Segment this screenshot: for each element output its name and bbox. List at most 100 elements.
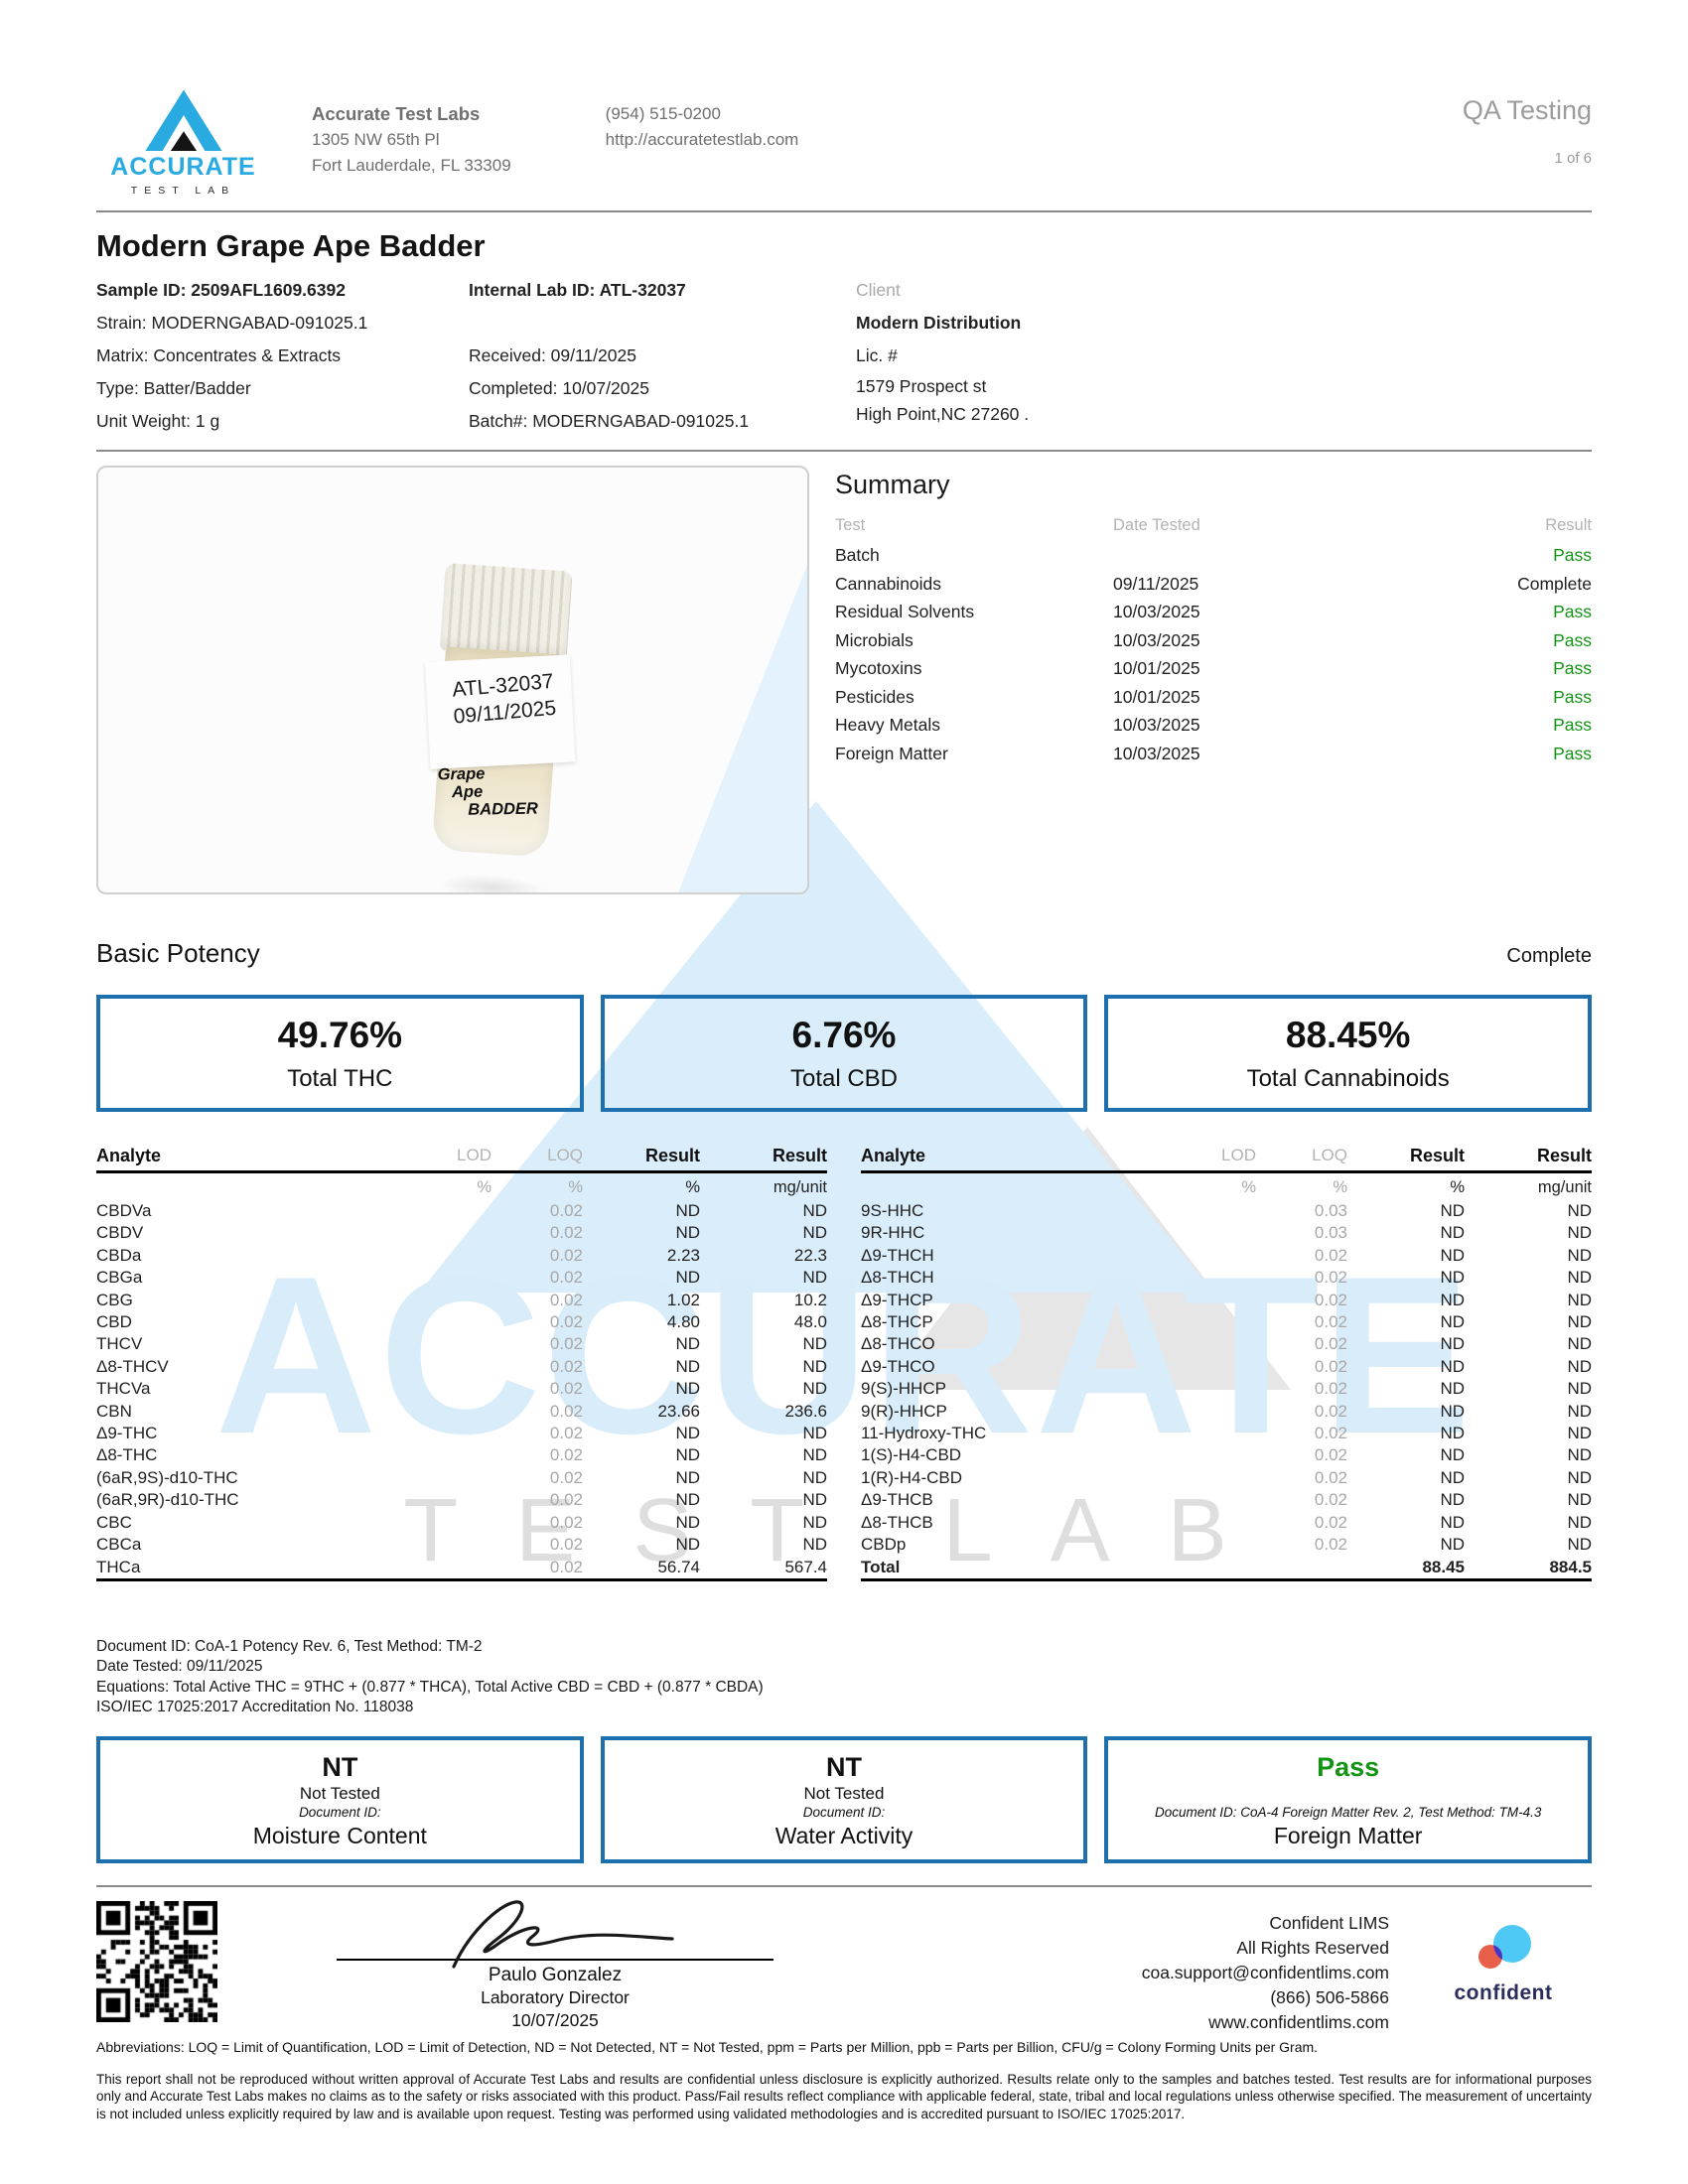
signatory-title: Laboratory Director	[481, 1986, 630, 2007]
accurate-triangle-icon	[144, 89, 222, 151]
signature-block: Paulo Gonzalez Laboratory Director 10/07…	[272, 1900, 838, 2032]
analyte-name: Δ8-THCH	[861, 1268, 934, 1288]
analyte-lod	[1177, 1423, 1256, 1444]
analyte-row: (6aR,9S)-d10-THC 0.02 ND ND	[96, 1467, 827, 1489]
analyte-name: Δ8-THCV	[96, 1356, 169, 1376]
test-result-sub: Not Tested	[299, 1783, 380, 1803]
analyte-name: Δ8-THCO	[861, 1334, 935, 1354]
analyte-row: Δ9-THCO 0.02 ND ND	[861, 1356, 1592, 1378]
analyte-result-pct: 23.66	[657, 1401, 700, 1421]
sample-info-col1: Sample ID: 2509AFL1609.6392 Strain: MODE…	[96, 274, 469, 438]
analyte-name: Δ9-THC	[96, 1424, 158, 1443]
unit-loq: %	[1333, 1178, 1347, 1196]
analyte-name: THCVa	[96, 1379, 151, 1399]
client-name: Modern Distribution	[856, 313, 1022, 333]
summary-test-name: Mycotoxins	[835, 658, 922, 678]
analyte-result-pct: ND	[675, 1334, 700, 1354]
unit-loq: %	[568, 1178, 583, 1196]
table-body-right: 9S-HHC 0.03 ND ND 9R-HHC 0.03 ND ND	[861, 1200, 1592, 1581]
analyte-lod	[1177, 1534, 1256, 1556]
footer: Paulo Gonzalez Laboratory Director 10/07…	[96, 1900, 1592, 2035]
analyte-lod	[412, 1311, 492, 1333]
page-title: Modern Grape Ape Badder	[96, 228, 486, 263]
col-analyte: Analyte	[96, 1146, 162, 1165]
analyte-name: CBC	[96, 1512, 132, 1532]
analyte-result-pct: ND	[1440, 1379, 1465, 1399]
analyte-loq: 0.02	[1314, 1512, 1347, 1532]
units-row-right: % % % mg/unit	[861, 1173, 1592, 1200]
vial-cap	[439, 562, 573, 659]
analyte-loq: 0.02	[1314, 1268, 1347, 1288]
analyte-result-mg: 10.2	[793, 1290, 827, 1309]
analyte-name: 9(S)-HHCP	[861, 1379, 946, 1399]
analyte-loq: 0.02	[1314, 1312, 1347, 1332]
summary-result-value: Pass	[1553, 743, 1592, 763]
summary-date-tested: 10/03/2025	[1113, 743, 1200, 763]
analyte-row: CBCa 0.02 ND ND	[96, 1534, 827, 1556]
test-result-box: NT Not Tested Document ID: Moisture Cont…	[96, 1735, 584, 1863]
analyte-loq: 0.02	[1314, 1401, 1347, 1421]
lims-email[interactable]: coa.support@confidentlims.com	[1141, 1962, 1389, 1982]
analyte-result-pct: ND	[675, 1356, 700, 1376]
potency-box: 88.45% Total Cannabinoids	[1104, 995, 1592, 1112]
summary-date-tested	[1113, 541, 1421, 570]
analyte-loq: 0.02	[1314, 1356, 1347, 1376]
analyte-lod	[1177, 1311, 1256, 1333]
signature-line	[337, 1958, 774, 1961]
analyte-name: Δ9-THCO	[861, 1356, 935, 1376]
lims-rights: All Rights Reserved	[1236, 1937, 1389, 1958]
summary-test-name: Cannabinoids	[835, 573, 942, 594]
analyte-loq: 0.02	[1314, 1290, 1347, 1309]
test-result-value: NT	[322, 1751, 358, 1782]
summary-col-test: Test	[835, 516, 866, 534]
potency-label: Total CBD	[789, 1064, 899, 1092]
analyte-result-pct: ND	[1440, 1223, 1465, 1243]
document-info: Document ID: CoA-1 Potency Rev. 6, Test …	[96, 1637, 1592, 1718]
analyte-result-pct: ND	[675, 1424, 700, 1443]
confident-logo-text: confident	[1454, 1980, 1553, 2004]
col-result-pct: Result	[1409, 1146, 1465, 1165]
analyte-loq: 0.02	[549, 1424, 583, 1443]
analyte-name: CBGa	[96, 1268, 143, 1288]
analyte-result-pct: ND	[1440, 1201, 1465, 1220]
analyte-lod	[1177, 1467, 1256, 1489]
analyte-name: Δ8-THCP	[861, 1312, 933, 1332]
summary-result-value: Pass	[1553, 629, 1592, 650]
analyte-result-mg: ND	[802, 1268, 827, 1288]
analyte-lod	[1177, 1333, 1256, 1355]
analyte-result-pct: ND	[675, 1445, 700, 1465]
summary-date-tested: 10/03/2025	[1113, 629, 1200, 650]
lab-address-2: Fort Lauderdale, FL 33309	[312, 156, 511, 175]
analyte-row: (6aR,9R)-d10-THC 0.02 ND ND	[96, 1489, 827, 1511]
lab-website[interactable]: http://accuratetestlab.com	[605, 130, 799, 149]
summary-result-value: Pass	[1553, 658, 1592, 678]
analyte-loq: 0.02	[549, 1535, 583, 1555]
analyte-lod	[412, 1378, 492, 1400]
summary-heading: Summary	[835, 470, 950, 499]
summary-date-tested: 10/03/2025	[1113, 715, 1200, 735]
analyte-lod	[412, 1222, 492, 1244]
analyte-result-pct: 88.45	[1422, 1557, 1465, 1576]
vial-handwritten-text: Grape Ape BADDER	[438, 764, 539, 820]
analyte-name: 9S-HHC	[861, 1201, 924, 1220]
analyte-result-mg: ND	[802, 1223, 827, 1243]
analyte-result-pct: ND	[1440, 1245, 1465, 1265]
analyte-name: CBN	[96, 1401, 132, 1421]
internal-lab-id: Internal Lab ID: ATL-32037	[469, 280, 686, 300]
lab-name: Accurate Test Labs	[312, 103, 481, 124]
lims-website[interactable]: www.confidentlims.com	[1208, 2011, 1389, 2032]
analyte-name: Δ9-THCP	[861, 1290, 933, 1309]
analyte-row: Δ8-THCP 0.02 ND ND	[861, 1311, 1592, 1333]
analyte-lod	[1177, 1222, 1256, 1244]
date-tested-line: Date Tested: 09/11/2025	[96, 1658, 263, 1676]
analyte-loq: 0.02	[1314, 1535, 1347, 1555]
analyte-result-mg: ND	[802, 1467, 827, 1487]
analyte-name: Δ9-THCB	[861, 1490, 933, 1510]
analyte-result-mg: ND	[1567, 1535, 1592, 1555]
summary-row: Mycotoxins 10/01/2025 Pass	[835, 654, 1592, 683]
analyte-name: CBD	[96, 1312, 132, 1332]
analyte-name: Total	[861, 1557, 901, 1576]
analyte-result-mg: ND	[1567, 1223, 1592, 1243]
analyte-row: CBDV 0.02 ND ND	[96, 1222, 827, 1244]
